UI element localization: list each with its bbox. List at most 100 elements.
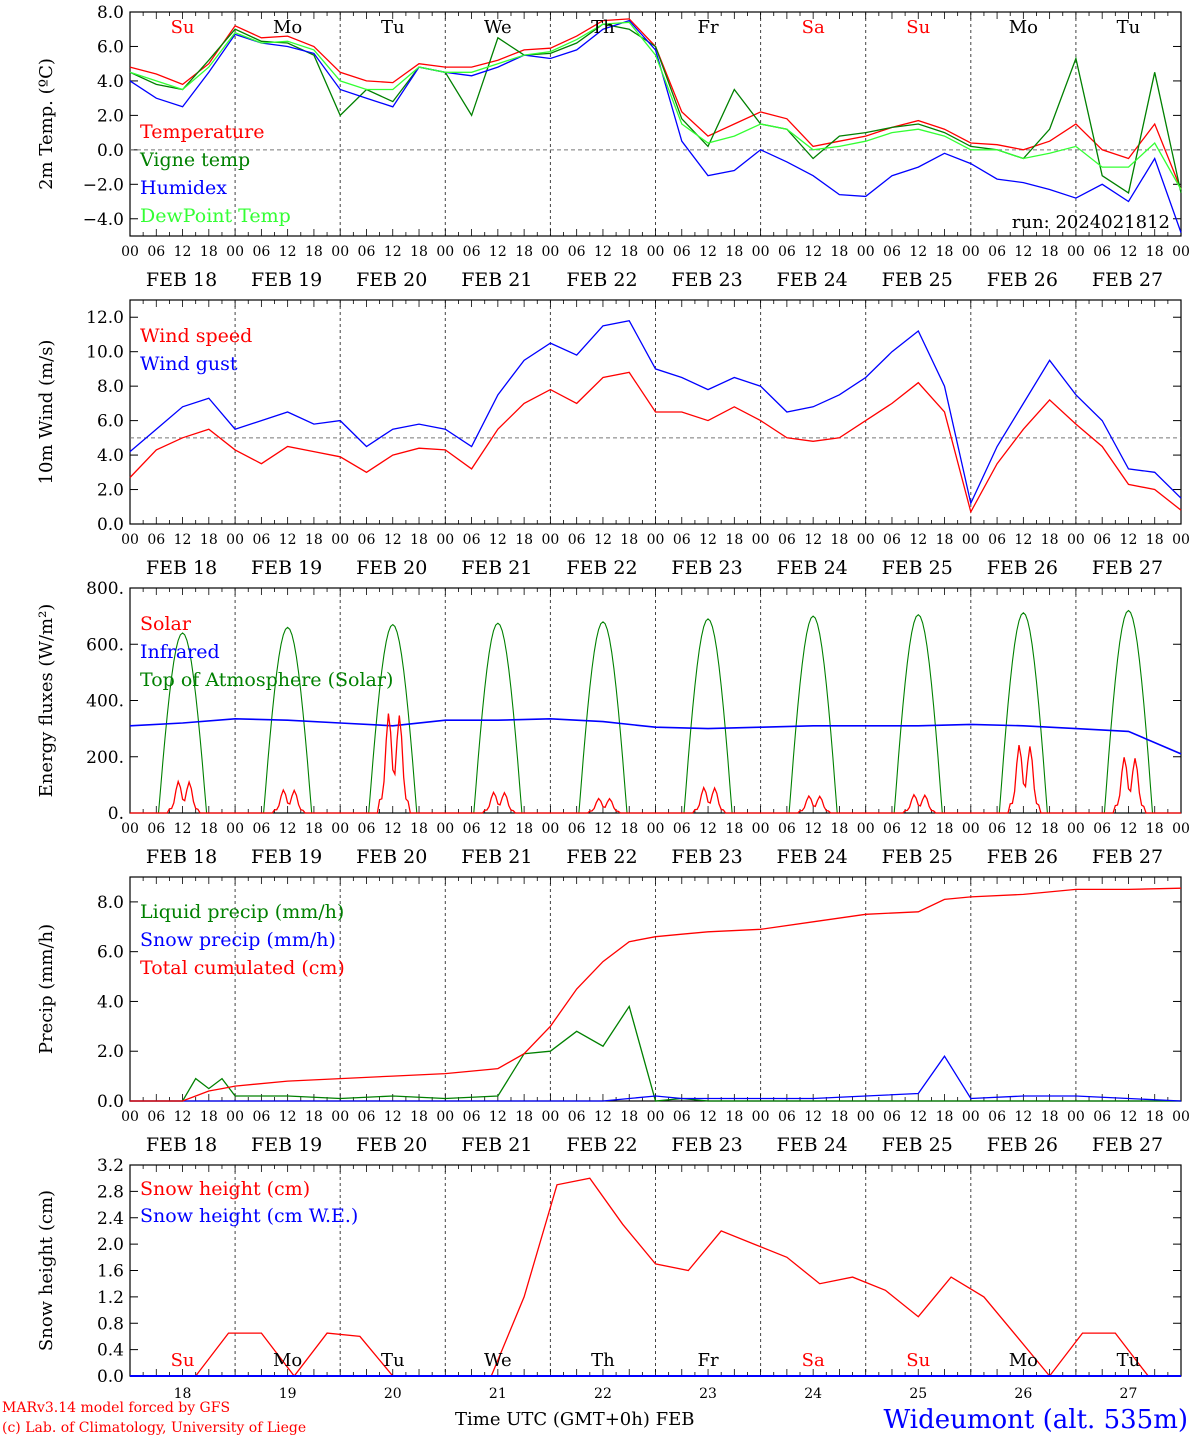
- hour-label: 18: [1146, 821, 1164, 837]
- hour-label: 00: [962, 1109, 980, 1125]
- day-name-label: Tu: [1117, 17, 1141, 38]
- hour-label: 18: [1041, 532, 1059, 548]
- day-name-label: Fr: [698, 1350, 719, 1371]
- day-name-label: Mo: [1009, 1350, 1038, 1371]
- panel-precip: 0.0 2.0 4.0 6.0 8.0 Precip (mm/h) Liquid preci…: [36, 876, 1190, 1156]
- hour-label: 00: [962, 244, 980, 260]
- hour-label: 12: [174, 244, 192, 260]
- hour-label: 12: [594, 1109, 612, 1125]
- legend-entry: Snow height (cm): [140, 1178, 310, 1200]
- hour-label: 06: [988, 1109, 1006, 1125]
- hour-label: 00: [752, 532, 770, 548]
- hour-label: 18: [936, 1109, 954, 1125]
- legend-entry: Humidex: [140, 177, 227, 199]
- hour-label: 18: [831, 532, 849, 548]
- y-tick-label: 6.0: [97, 943, 124, 963]
- hour-label: 18: [1041, 821, 1059, 837]
- hour-label: 06: [463, 821, 481, 837]
- hour-label: 18: [725, 1109, 743, 1125]
- y-tick-label: 0.0: [97, 1367, 124, 1387]
- hour-label: 06: [673, 1109, 691, 1125]
- hour-label: 18: [515, 532, 533, 548]
- hour-label: 18: [725, 244, 743, 260]
- day-name-label: Fr: [698, 17, 719, 38]
- date-label: FEB 23: [671, 1134, 742, 1156]
- hour-label: 06: [147, 244, 165, 260]
- hour-label: 06: [883, 532, 901, 548]
- footer-credit-1: MARv3.14 model forced by GFS: [2, 1400, 230, 1416]
- hour-label: 12: [174, 1109, 192, 1125]
- legend-entry: Solar: [140, 613, 192, 635]
- date-label: FEB 21: [461, 557, 532, 579]
- hour-label: 18: [515, 821, 533, 837]
- hour-label: 00: [1172, 1109, 1190, 1125]
- hour-label: 00: [752, 1109, 770, 1125]
- hour-label: 06: [1093, 1109, 1111, 1125]
- legend-entry: Total cumulated (cm): [140, 957, 345, 979]
- hour-label: 00: [121, 1109, 139, 1125]
- date-label: FEB 25: [882, 269, 953, 291]
- y-tick-label: −4.0: [83, 210, 124, 230]
- hour-label: 12: [279, 1109, 297, 1125]
- hour-label: 00: [1067, 821, 1085, 837]
- date-label: FEB 19: [251, 1134, 322, 1156]
- hour-label: 06: [673, 532, 691, 548]
- panel-energy: 0. 200. 400. 600. 800. Energy fluxes (W/m²) So…: [36, 579, 1190, 868]
- date-label: FEB 22: [566, 846, 637, 868]
- hour-label: 06: [568, 1109, 586, 1125]
- hour-label: 00: [436, 532, 454, 548]
- y-tick-label: 4.0: [97, 992, 124, 1012]
- legend-entry: Infrared: [140, 641, 220, 663]
- day-name-label: Sa: [802, 1350, 825, 1371]
- day-name-label: Sa: [802, 17, 825, 38]
- hour-label: 18: [936, 532, 954, 548]
- hour-label: 12: [174, 532, 192, 548]
- hour-label: 00: [647, 821, 665, 837]
- y-tick-label: 200.: [86, 748, 124, 768]
- date-label: FEB 26: [987, 557, 1058, 579]
- legend-entry: Snow height (cm W.E.): [140, 1205, 358, 1227]
- hour-label: 18: [831, 1109, 849, 1125]
- hour-label: 18: [305, 1109, 323, 1125]
- hour-label: 00: [331, 821, 349, 837]
- y-tick-label: 600.: [86, 635, 124, 655]
- hour-label: 00: [752, 821, 770, 837]
- date-label: FEB 20: [356, 557, 427, 579]
- y-tick-label: 1.6: [97, 1262, 124, 1282]
- date-label: FEB 27: [1092, 269, 1163, 291]
- day-name-label: Tu: [381, 17, 405, 38]
- day-name-label: Mo: [273, 1350, 302, 1371]
- hour-label: 18: [620, 1109, 638, 1125]
- hour-label: 06: [883, 821, 901, 837]
- day-name-label: Su: [906, 1350, 930, 1371]
- hour-label: 06: [568, 244, 586, 260]
- y-tick-label: 6.0: [97, 412, 124, 432]
- hour-label: 06: [778, 244, 796, 260]
- day-number-label: 21: [489, 1386, 507, 1402]
- y-tick-label: −2.0: [83, 175, 124, 195]
- date-label: FEB 25: [882, 557, 953, 579]
- hour-label: 18: [831, 821, 849, 837]
- date-label: FEB 19: [251, 557, 322, 579]
- hour-label: 12: [384, 532, 402, 548]
- hour-label: 00: [121, 244, 139, 260]
- hour-label: 12: [699, 244, 717, 260]
- y-tick-label: 12.0: [86, 308, 124, 328]
- date-label: FEB 19: [251, 269, 322, 291]
- legend-entry: Snow precip (mm/h): [140, 929, 336, 951]
- legend-entry: Vigne temp: [139, 149, 250, 171]
- y-axis-label: 2m Temp. (ºC): [36, 58, 57, 190]
- panel-snow: 0.0 0.4 0.8 1.2 1.6 2.0 2.4 2.8 3.2 Snow height (…: [36, 1156, 1182, 1402]
- hour-label: 00: [226, 244, 244, 260]
- hour-label: 12: [279, 532, 297, 548]
- hour-label: 18: [515, 1109, 533, 1125]
- y-tick-label: 1.2: [97, 1288, 124, 1308]
- hour-label: 12: [699, 821, 717, 837]
- hour-label: 00: [226, 1109, 244, 1125]
- hour-label: 06: [883, 1109, 901, 1125]
- y-tick-label: 2.4: [97, 1209, 124, 1229]
- y-axis-label: Precip (mm/h): [36, 924, 57, 1054]
- hour-label: 12: [909, 1109, 927, 1125]
- date-label: FEB 24: [777, 1134, 848, 1156]
- hour-label: 00: [857, 821, 875, 837]
